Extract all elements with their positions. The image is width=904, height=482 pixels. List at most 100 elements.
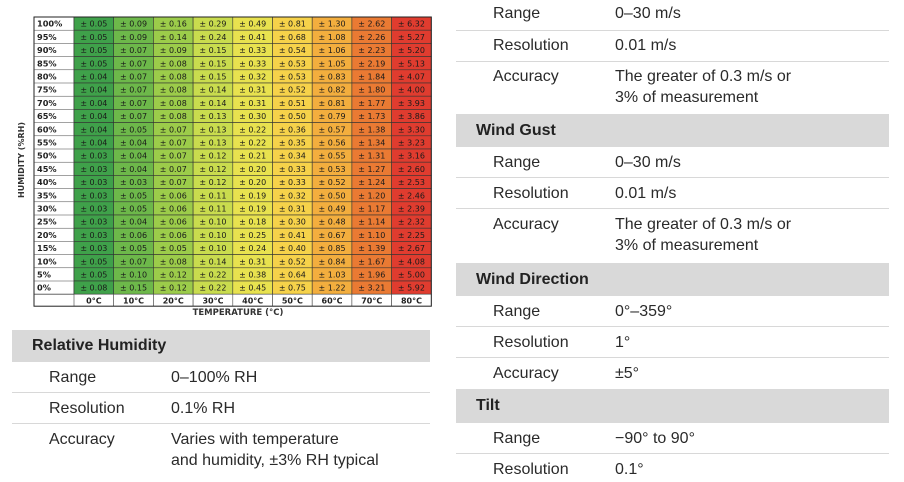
rh-range-value: 0–100% RH bbox=[171, 369, 258, 386]
cell-value: ± 0.14 bbox=[199, 257, 226, 266]
cell-value: ± 0.52 bbox=[279, 257, 306, 266]
cell-value: ± 0.12 bbox=[199, 152, 226, 161]
cell-value: ± 0.12 bbox=[199, 178, 226, 187]
cell-value: ± 1.24 bbox=[358, 178, 385, 187]
cell-value: ± 0.34 bbox=[279, 152, 306, 161]
cell-value: ± 0.15 bbox=[199, 73, 226, 82]
wd-resolution-value: 1° bbox=[615, 334, 631, 351]
cell-value: ± 0.79 bbox=[319, 112, 346, 121]
cell-value: ± 0.75 bbox=[279, 284, 306, 293]
cell-value: ± 0.04 bbox=[80, 139, 107, 148]
row-label: 30% bbox=[37, 204, 57, 214]
cell-value: ± 0.11 bbox=[199, 191, 226, 200]
tilt-range-value: −90° to 90° bbox=[615, 430, 695, 447]
cell-value: ± 0.04 bbox=[80, 112, 107, 121]
cell-value: ± 1.67 bbox=[358, 257, 385, 266]
tilt-resolution-value: 0.1° bbox=[615, 461, 644, 478]
cell-value: ± 1.34 bbox=[358, 139, 385, 148]
row-label: 5% bbox=[37, 270, 51, 280]
cell-value: ± 2.67 bbox=[398, 244, 425, 253]
cell-value: ± 0.41 bbox=[279, 231, 306, 240]
cell-value: ± 0.55 bbox=[319, 152, 346, 161]
wind-direction-header: Wind Direction bbox=[456, 263, 889, 296]
wg-resolution-value: 0.01 m/s bbox=[615, 185, 677, 202]
cell-value: ± 0.31 bbox=[239, 86, 266, 95]
cell-value: ± 0.29 bbox=[199, 20, 226, 29]
cell-value: ± 0.09 bbox=[160, 46, 187, 55]
row-label: 40% bbox=[37, 177, 57, 187]
cell-value: ± 0.15 bbox=[199, 59, 226, 68]
cell-value: ± 0.24 bbox=[239, 244, 266, 253]
cell-value: ± 0.38 bbox=[239, 271, 266, 280]
cell-value: ± 0.04 bbox=[80, 86, 107, 95]
cell-value: ± 1.05 bbox=[319, 59, 346, 68]
cell-value: ± 0.05 bbox=[80, 20, 107, 29]
cell-value: ± 0.07 bbox=[120, 86, 147, 95]
cell-value: ± 0.08 bbox=[160, 59, 187, 68]
row-label: 35% bbox=[37, 190, 57, 200]
cell-value: ± 5.20 bbox=[398, 46, 425, 55]
cell-value: ± 0.20 bbox=[239, 165, 266, 174]
cell-value: ± 0.05 bbox=[120, 244, 147, 253]
cell-value: ± 0.06 bbox=[120, 231, 147, 240]
column-label: 60°C bbox=[322, 297, 343, 306]
cell-value: ± 0.04 bbox=[80, 125, 107, 134]
cell-value: ± 0.08 bbox=[160, 73, 187, 82]
row-label: 90% bbox=[37, 45, 57, 55]
cell-value: ± 2.32 bbox=[398, 218, 425, 227]
wind-gust-header: Wind Gust bbox=[456, 114, 889, 147]
cell-value: ± 5.13 bbox=[398, 59, 425, 68]
cell-value: ± 0.14 bbox=[199, 99, 226, 108]
tilt-resolution-label: Resolution bbox=[493, 461, 569, 478]
cell-value: ± 0.07 bbox=[120, 257, 147, 266]
cell-value: ± 0.49 bbox=[319, 205, 346, 214]
column-label: 80°C bbox=[401, 297, 422, 306]
cell-value: ± 0.20 bbox=[239, 178, 266, 187]
cell-value: ± 0.33 bbox=[279, 178, 306, 187]
cell-value: ± 1.77 bbox=[358, 99, 385, 108]
ws-accuracy-value: The greater of 0.3 m/s or bbox=[615, 68, 792, 85]
ws-range-row: Range 0–30 m/s bbox=[456, 0, 889, 31]
ws-range-value: 0–30 m/s bbox=[615, 5, 681, 22]
cell-value: ± 0.10 bbox=[120, 271, 147, 280]
rh-accuracy-label: Accuracy bbox=[49, 431, 115, 448]
wind-direction-title: Wind Direction bbox=[476, 270, 589, 288]
cell-value: ± 4.08 bbox=[398, 257, 425, 266]
cell-value: ± 0.08 bbox=[160, 257, 187, 266]
cell-value: ± 0.07 bbox=[120, 99, 147, 108]
wd-range-value: 0°–359° bbox=[615, 303, 673, 320]
cell-value: ± 1.22 bbox=[319, 284, 346, 293]
column-label: 50°C bbox=[282, 297, 303, 306]
wd-range-label: Range bbox=[493, 303, 541, 320]
row-label: 15% bbox=[37, 243, 57, 253]
cell-value: ± 0.05 bbox=[160, 244, 187, 253]
cell-value: ± 0.13 bbox=[199, 125, 226, 134]
cell-value: ± 0.05 bbox=[80, 271, 107, 280]
cell-value: ± 0.40 bbox=[279, 244, 306, 253]
cell-value: ± 0.53 bbox=[279, 73, 306, 82]
cell-value: ± 0.04 bbox=[120, 218, 147, 227]
cell-value: ± 0.03 bbox=[80, 244, 107, 253]
cell-value: ± 1.17 bbox=[358, 205, 385, 214]
cell-value: ± 0.52 bbox=[279, 86, 306, 95]
cell-value: ± 0.32 bbox=[239, 73, 266, 82]
cell-value: ± 0.12 bbox=[199, 165, 226, 174]
cell-value: ± 0.31 bbox=[239, 257, 266, 266]
cell-value: ± 2.60 bbox=[398, 165, 425, 174]
cell-value: ± 0.04 bbox=[120, 152, 147, 161]
cell-value: ± 0.48 bbox=[319, 218, 346, 227]
cell-value: ± 1.80 bbox=[358, 86, 385, 95]
cell-value: ± 0.31 bbox=[239, 99, 266, 108]
cell-value: ± 0.10 bbox=[199, 231, 226, 240]
cell-value: ± 0.22 bbox=[239, 139, 266, 148]
row-label: 0% bbox=[37, 283, 51, 293]
rh-resolution-label: Resolution bbox=[49, 400, 125, 417]
cell-value: ± 0.07 bbox=[120, 73, 147, 82]
ws-resolution-label: Resolution bbox=[493, 37, 569, 54]
cell-value: ± 0.15 bbox=[120, 284, 147, 293]
cell-value: ± 0.56 bbox=[319, 139, 346, 148]
rh-range-row: Range 0–100% RH bbox=[12, 362, 430, 393]
cell-value: ± 0.06 bbox=[160, 218, 187, 227]
ws-accuracy-value-line2: 3% of measurement bbox=[615, 89, 759, 106]
cell-value: ± 0.06 bbox=[160, 191, 187, 200]
